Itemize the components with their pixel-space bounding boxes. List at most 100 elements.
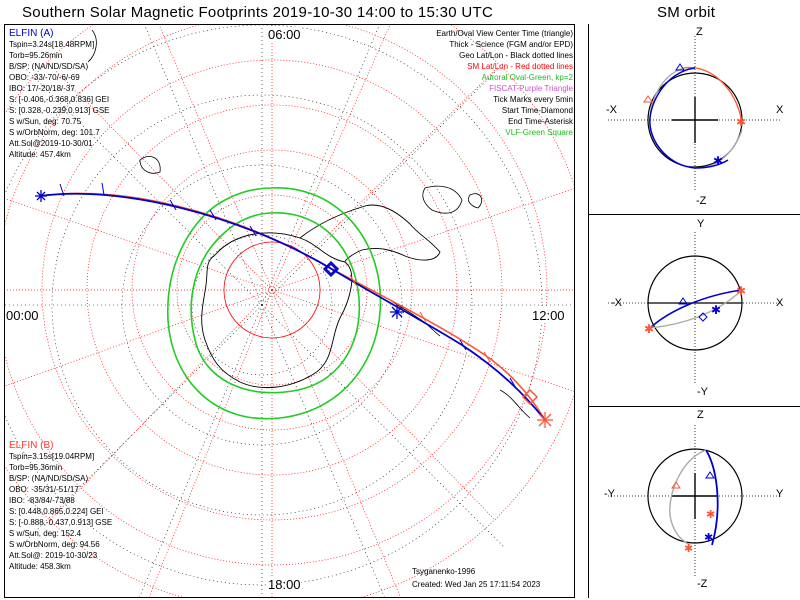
sm-meridian [148, 289, 273, 597]
orbit1-bottom-label: -Z [696, 195, 707, 207]
elfin-b-line: Altitude: 458.3km [9, 562, 71, 571]
svg-text:✱: ✱ [644, 322, 654, 336]
elfin-b-tick [349, 274, 357, 286]
legend-item: SM Lat/Lon - Red dotted lines [467, 62, 573, 71]
elfin-a-tick [209, 209, 217, 221]
tick-left: 00:00 [6, 308, 39, 323]
sm-lat-circle [5, 25, 548, 566]
sm-meridian [271, 289, 401, 597]
sm-lat-circle [131, 149, 413, 431]
elfin-a-tick [509, 377, 517, 389]
elfin-b-line: S w/OrbNorm, deg: 94.56 [9, 540, 100, 549]
elfin-a-info: ELFIN (A) Tspin=3.24s[18.48RPM] Torb=95.… [9, 28, 110, 160]
legend-item: Tick Marks every 5min [493, 95, 573, 104]
elfin-a-orbit-xy [649, 289, 743, 329]
orbit1-left-label: -X [606, 104, 617, 116]
elfin-a-line: Att.Sol@2019-10-30/01 [9, 139, 93, 148]
elfin-b-info: ELFIN (B) Tspin=3.15s[19.04RPM] Torb=95.… [9, 440, 112, 572]
geo-lat-circle [191, 234, 333, 376]
svg-text:✱: ✱ [736, 284, 746, 298]
elfin-a-name: ELFIN (A) [9, 28, 54, 39]
coastline-segment [499, 389, 531, 419]
legend-item: Geo Lat/Lon - Black dotted lines [459, 51, 573, 60]
elfin-a-end-asterisk [35, 190, 47, 202]
sm-meridian [54, 69, 273, 291]
start-diamonds [322, 260, 539, 406]
elfin-b-track [39, 192, 546, 421]
elfin-a-tick [459, 339, 467, 351]
sm-meridian [271, 289, 574, 392]
sm-lat-circle [41, 59, 503, 521]
orbit-title: SM orbit [657, 4, 716, 21]
sm-lat-circle [86, 104, 458, 476]
elfin-b-line: S: [-0.888,-0.437,0.913] GSE [9, 518, 113, 527]
end-asterisks [35, 190, 553, 428]
elfin-a-line: Torb=95.26min [9, 51, 63, 60]
legend-item: Start Time-Diamond [501, 106, 573, 115]
elfin-b-line: IBO: -83/84/-73/88 [9, 496, 75, 505]
auroral-oval-equatorward [167, 187, 382, 420]
tick-top: 06:00 [268, 27, 301, 42]
geo-meridian [139, 304, 263, 597]
elfin-a-tick [59, 183, 65, 197]
orbit1-top-label: Z [696, 26, 703, 38]
geo-meridian [261, 25, 380, 306]
elfin-a-start-asterisk [390, 305, 404, 319]
sm-meridian [5, 289, 273, 387]
elfin-a-tick-marks [59, 182, 517, 389]
elfin-a-line: OBO: -33/-70/-6/-69 [9, 73, 80, 82]
elfin-a-tick [249, 225, 257, 237]
legend-item: FISCAT-Purple Triangle [489, 84, 573, 93]
orbit-panel-yz: ✱ ✱ ✱ [608, 425, 780, 578]
elfin-b-orbit-xy [649, 289, 743, 329]
elfin-a-line: Altitude: 457.4km [9, 150, 71, 159]
elfin-a-orbit-xz [649, 67, 729, 169]
elfin-a-orbit-yz [705, 449, 719, 546]
elfin-a-line: S w/OrbNorm, deg: 101.7 [9, 128, 100, 137]
svg-text:✱: ✱ [684, 543, 693, 555]
elfin-b-name: ELFIN (B) [9, 440, 54, 451]
orbit3-right-label: Y [776, 488, 784, 500]
elfin-b-end-asterisk [537, 412, 553, 428]
elfin-a-line: S: [-0.406,-0.368,0.836] GEI [9, 95, 110, 104]
sm-meridian [158, 25, 273, 291]
elfin-a-line: S: [0.328,-0.239,0.913] GSE [9, 106, 110, 115]
auroral-oval [167, 187, 382, 420]
plot-title: Southern Solar Magnetic Footprints 2019-… [22, 4, 494, 21]
svg-text:✱: ✱ [713, 154, 723, 168]
elfin-a-line: B/SP: (NA/ND/SD/SA) [9, 62, 89, 71]
legend-item: Auroral Oval-Green, kp=2 [481, 73, 573, 82]
tick-bottom: 18:00 [268, 577, 301, 592]
elfin-b-line: S w/Sun, deg: 152.4 [9, 529, 82, 538]
geo-meridian [261, 304, 505, 548]
elfin-b-tick [419, 311, 427, 323]
island-coastline [139, 156, 161, 174]
orbit2-left-label: -X [611, 297, 622, 309]
legend-item: Earth/Oval View Center Time (triangle) [436, 29, 573, 38]
elfin-a-tick [101, 182, 105, 196]
orbit3-top-label: Z [697, 409, 704, 421]
earth-circle [647, 448, 743, 544]
main-plot-frame [4, 24, 575, 598]
island-coastline [422, 185, 463, 214]
orbit2-right-label: X [776, 297, 784, 309]
orbit3-bottom-label: -Z [697, 578, 708, 590]
elfin-b-triangle [643, 95, 653, 103]
coastline-segment [87, 29, 97, 63]
sm-meridian [271, 25, 391, 291]
orbit3-left-label: -Y [604, 488, 615, 500]
elfin-a-start-diamond [322, 260, 340, 278]
geo-meridian [144, 25, 263, 306]
elfin-a-track [39, 192, 546, 421]
elfin-b-line: S: [0.448,0.865,0.224] GEI [9, 507, 104, 516]
sm-meridian [271, 188, 574, 291]
elfin-b-line: Torb=95.36min [9, 463, 63, 472]
elfin-a-line: Tspin=3.24s[18.48RPM] [9, 40, 95, 49]
orbit-panel-xz: ✱ ✱ [608, 36, 780, 190]
tick-right: 12:00 [532, 308, 565, 323]
svg-text:✱: ✱ [704, 532, 713, 544]
elfin-a-line: IBO: 17/-20/18/-37 [9, 84, 75, 93]
created-timestamp: Created: Wed Jan 25 17:11:54 2023 [412, 580, 541, 589]
peninsula-coastline [299, 204, 441, 263]
svg-text:✱: ✱ [706, 509, 715, 521]
